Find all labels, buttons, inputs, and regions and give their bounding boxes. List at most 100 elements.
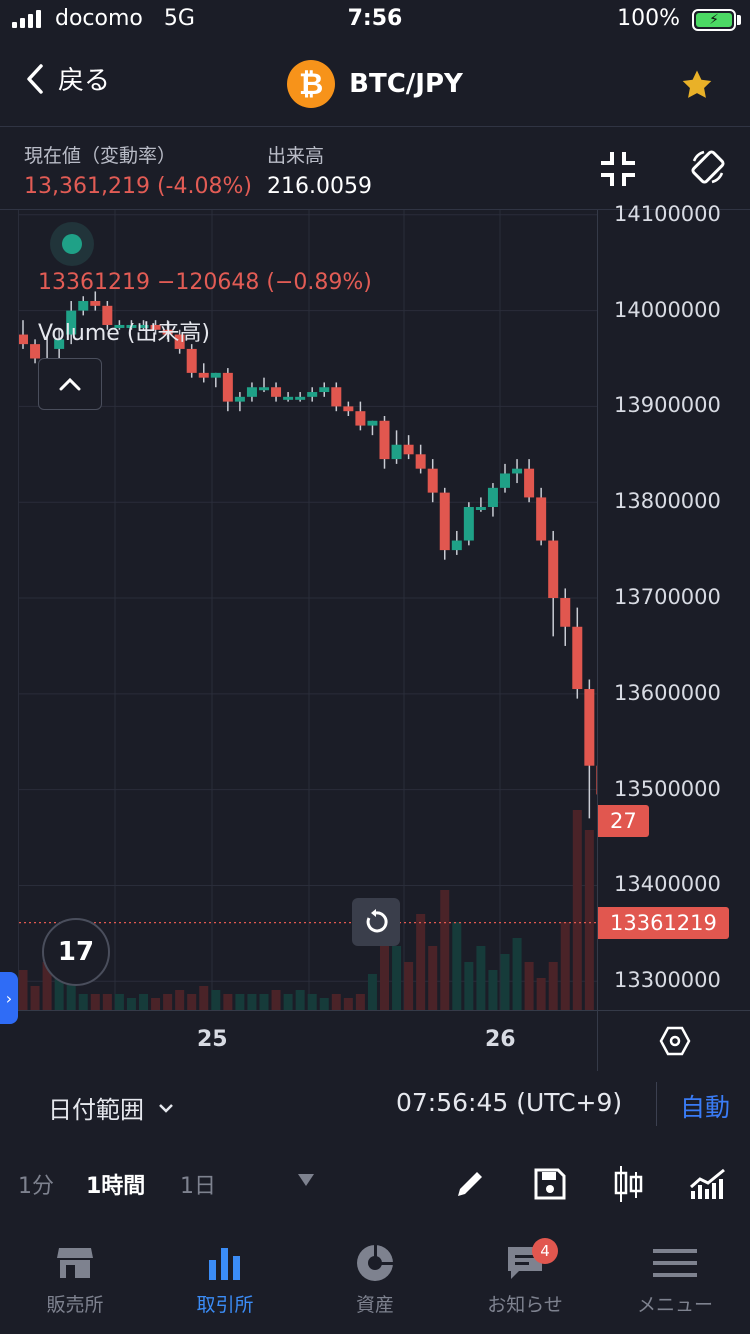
volume-bar [175, 990, 185, 1010]
status-time: 7:56 [347, 6, 403, 31]
favorite-star-icon[interactable] [680, 68, 714, 102]
volume-bar [536, 978, 546, 1010]
volume-bar [187, 994, 197, 1010]
candle-body [439, 492, 450, 551]
candle-body [500, 473, 510, 488]
back-button[interactable]: 戻る [26, 60, 110, 97]
timeframe-1m[interactable]: 1分 [18, 1174, 54, 1199]
price-info: 現在値（変動率） 13,361,219 (-4.08%) 出来高 216.005… [0, 127, 750, 210]
volume-bar [78, 994, 88, 1010]
volume-bar [488, 970, 498, 1010]
fullscreen-exit-icon[interactable] [598, 149, 638, 189]
chevron-down-icon [159, 1103, 173, 1113]
back-label: 戻る [58, 66, 111, 96]
volume-bar [247, 994, 257, 1010]
candle-body [66, 310, 77, 335]
price-axis[interactable]: 14100000 14000000 13900000 13800000 13700000… [597, 202, 750, 1010]
nav-item-exchange[interactable]: 取引所 [150, 1240, 300, 1317]
candles-icon [614, 1166, 643, 1202]
divider [656, 1082, 657, 1126]
volume-bar [90, 994, 100, 1010]
price-chart[interactable]: 14100000 14000000 13900000 13800000 13700000… [0, 202, 750, 1071]
reset-chart-button[interactable] [352, 898, 400, 946]
volume-bar [512, 938, 522, 1010]
battery-percent: 100% [617, 6, 680, 31]
rotate-screen-icon[interactable] [688, 147, 728, 187]
time-tick-label: 25 [197, 1027, 228, 1052]
price-tick-label: 13600000 [614, 680, 721, 705]
pie-icon [357, 1243, 395, 1281]
date-range-dropdown[interactable]: 日付範囲 [48, 1090, 174, 1125]
timeframe-1d[interactable]: 1日 [180, 1174, 216, 1199]
price-tick-label: 13800000 [614, 489, 721, 514]
candle-body [114, 324, 125, 328]
volume-bar [126, 998, 136, 1010]
nav-item-assets[interactable]: 資産 [300, 1240, 450, 1317]
candle-body [30, 344, 41, 359]
price-tick-label: 13900000 [614, 393, 721, 418]
candle-body [331, 387, 342, 407]
price-tick-label: 14100000 [614, 201, 721, 226]
candle-body [379, 420, 390, 460]
current-price-block: 現在値（変動率） 13,361,219 (-4.08%) [24, 141, 252, 199]
pair-name: BTC/JPY [349, 69, 463, 99]
volume-label: 出来高 [267, 145, 325, 167]
volume-bar [392, 946, 402, 1010]
candle-body [343, 406, 354, 412]
nav-item-notifications[interactable]: 4 お知らせ [450, 1238, 600, 1317]
volume-bar [114, 994, 124, 1010]
chart-clock: 07:56:45 (UTC+9) [396, 1088, 623, 1117]
auto-scale-button[interactable]: 自動 [680, 1093, 731, 1122]
volume-bar [367, 974, 377, 1010]
price-tick-label: 14000000 [614, 297, 721, 322]
volume-value: 216.0059 [267, 174, 372, 199]
candle-body [126, 324, 137, 328]
indicators-button[interactable] [688, 1164, 728, 1204]
toolbar: 1分 1時間 1日 [0, 1150, 750, 1220]
drawer-handle[interactable]: › [0, 972, 18, 1024]
volume-bar [19, 970, 28, 1010]
volume-bar [151, 998, 161, 1010]
candle-body [283, 396, 294, 400]
candle-body [524, 468, 535, 498]
volume-bar [163, 994, 173, 1010]
volume-bar [572, 810, 582, 1010]
candle-body [210, 372, 221, 378]
volume-bar [380, 898, 389, 1010]
current-price-label: 現在値（変動率） [24, 145, 177, 167]
volume-block: 出来高 216.0059 [267, 141, 372, 199]
timeframe-dropdown-icon[interactable] [296, 1172, 316, 1188]
volume-bar [259, 994, 269, 1010]
network-type: 5G [163, 6, 195, 31]
nav-item-shop[interactable]: 販売所 [0, 1240, 150, 1317]
candle-body [355, 411, 366, 426]
volume-bar [452, 922, 462, 1010]
draw-button[interactable] [450, 1164, 490, 1204]
candle-body [162, 329, 173, 335]
current-price-value: 13,361,219 (-4.08%) [24, 174, 252, 199]
shop-icon [57, 1248, 93, 1278]
volume-tag: 27 [598, 805, 649, 837]
candle-body [78, 301, 89, 311]
volume-bar [42, 962, 52, 1010]
save-button[interactable] [530, 1164, 570, 1204]
candle-body [367, 420, 378, 426]
menu-icon [653, 1249, 697, 1277]
chart-settings-button[interactable] [597, 1010, 750, 1071]
chart-plot-area[interactable] [18, 210, 597, 1010]
time-tick-label: 26 [485, 1027, 516, 1052]
nav-item-menu[interactable]: メニュー [600, 1240, 750, 1317]
volume-bar [355, 994, 365, 1010]
save-icon [534, 1168, 566, 1200]
collapse-legend-button[interactable] [38, 358, 102, 410]
candle-body [222, 372, 233, 402]
chart-type-button[interactable] [608, 1164, 648, 1204]
time-axis[interactable]: 25 26 [18, 1010, 597, 1071]
candle-body [475, 507, 486, 511]
candle-body [19, 334, 28, 345]
legend-volume: Volume (出来高) [38, 321, 210, 346]
tradingview-logo[interactable]: 17 [42, 918, 110, 986]
timeframe-1h[interactable]: 1時間 [86, 1174, 146, 1199]
battery-icon: ⚡ [692, 9, 736, 31]
price-tick-label: 13400000 [614, 872, 721, 897]
